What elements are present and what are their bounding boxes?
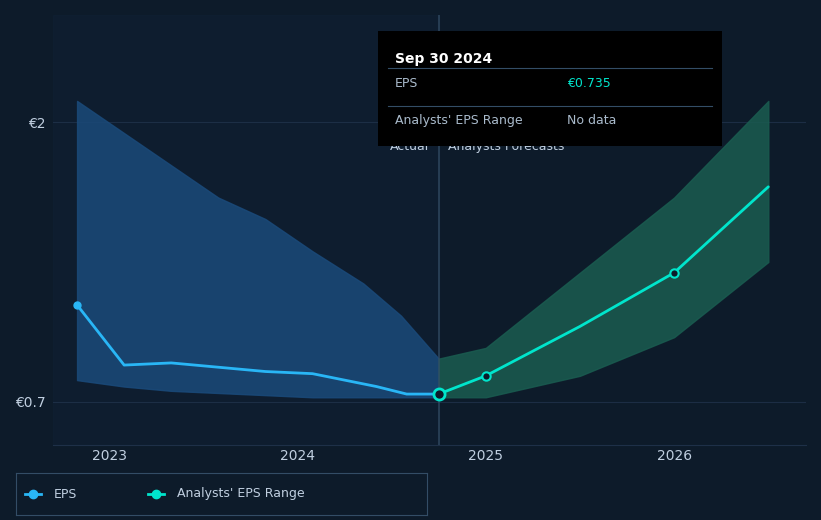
Bar xyxy=(53,15,438,445)
Text: No data: No data xyxy=(567,113,617,126)
Text: €0.735: €0.735 xyxy=(567,77,611,90)
Text: Analysts' EPS Range: Analysts' EPS Range xyxy=(395,113,522,126)
Text: Analysts' EPS Range: Analysts' EPS Range xyxy=(177,488,304,500)
Text: Analysts Forecasts: Analysts Forecasts xyxy=(448,139,565,152)
Text: EPS: EPS xyxy=(395,77,418,90)
Text: EPS: EPS xyxy=(53,488,76,500)
Text: Actual: Actual xyxy=(390,139,429,152)
Text: Sep 30 2024: Sep 30 2024 xyxy=(395,52,492,66)
